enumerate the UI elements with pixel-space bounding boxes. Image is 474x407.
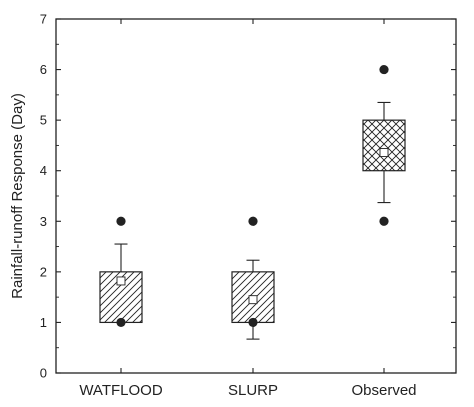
min-point — [116, 317, 126, 328]
box-group — [362, 64, 406, 226]
y-tick-label: 6 — [40, 62, 47, 77]
max-point — [248, 216, 258, 226]
x-category-label: SLURP — [228, 382, 278, 399]
min-point — [379, 216, 389, 226]
y-tick-label: 1 — [40, 315, 47, 330]
x-category-label: WATFLOOD — [79, 382, 162, 399]
y-tick-label: 2 — [40, 264, 47, 279]
mean-marker — [248, 295, 258, 305]
y-axis-title: Rainfall-runoff Response (Day) — [9, 93, 26, 299]
mean-marker — [116, 276, 126, 286]
y-tick-label: 3 — [40, 214, 47, 229]
box-group — [231, 216, 275, 340]
box-body — [362, 119, 406, 172]
y-tick-label: 7 — [40, 12, 47, 27]
boxes-layer — [99, 64, 406, 340]
y-tick-label: 4 — [40, 163, 47, 178]
max-point — [116, 216, 126, 226]
mean-marker — [379, 148, 389, 157]
y-tick-label: 0 — [40, 366, 47, 381]
y-axis: 0 1 2 3 4 5 6 7 — [40, 12, 456, 381]
max-point — [379, 64, 389, 75]
x-axis: WATFLOOD SLURP Observed — [79, 19, 417, 399]
min-point — [248, 317, 258, 328]
box-group — [99, 216, 143, 328]
y-tick-label: 5 — [40, 113, 47, 128]
x-category-label: Observed — [351, 382, 416, 399]
